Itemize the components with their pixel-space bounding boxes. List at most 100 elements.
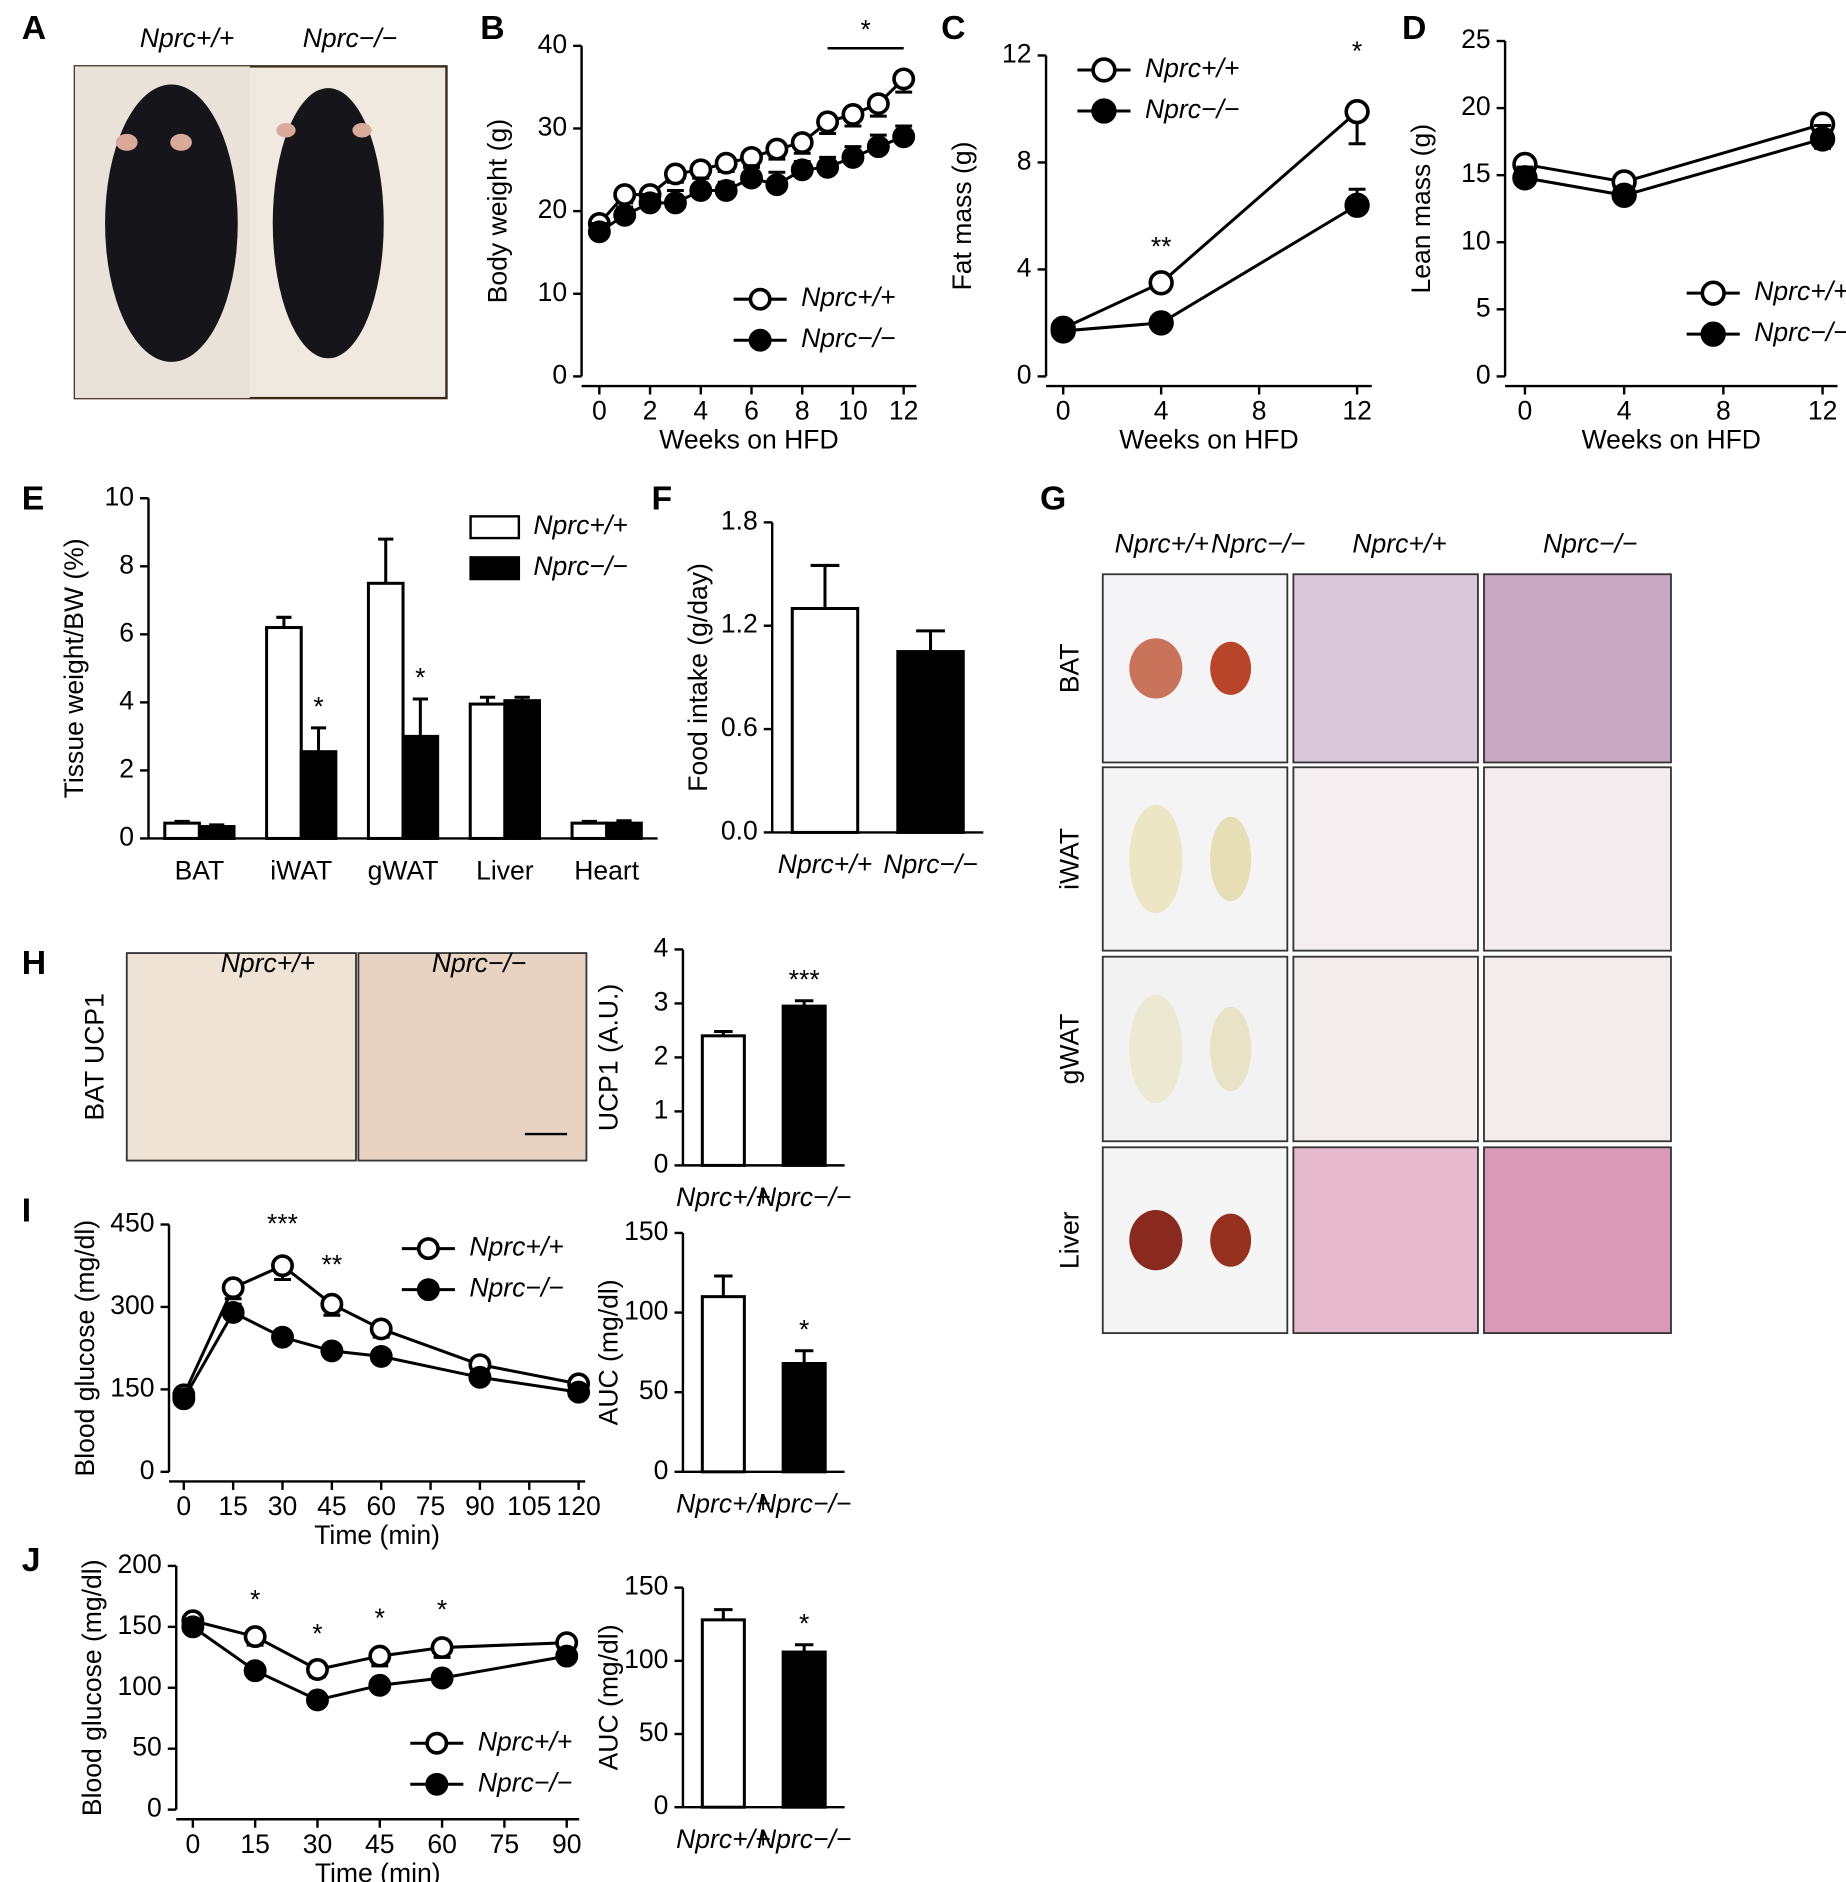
x-tick-label: 105 bbox=[507, 1491, 551, 1521]
legend-label: Nprc−/− bbox=[1754, 317, 1846, 347]
marker bbox=[243, 1625, 267, 1649]
marker bbox=[271, 1254, 294, 1278]
annotation: * bbox=[415, 663, 425, 693]
photo-label: Nprc−/− bbox=[303, 23, 397, 53]
marker bbox=[243, 1659, 267, 1683]
panel-letter: B bbox=[480, 9, 504, 47]
column-label: Nprc+/+ bbox=[1352, 528, 1446, 558]
y-axis-label: Blood glucose (mg/dl) bbox=[77, 1559, 107, 1816]
marker bbox=[1344, 192, 1370, 218]
y-tick-label: 40 bbox=[538, 29, 568, 59]
y-tick-label: 50 bbox=[132, 1732, 162, 1762]
x-tick-label: 4 bbox=[1617, 396, 1632, 426]
x-tick-label: 8 bbox=[1716, 396, 1731, 426]
marker bbox=[689, 179, 713, 202]
marker bbox=[221, 1300, 245, 1324]
marker bbox=[866, 135, 890, 159]
y-tick-label: 200 bbox=[117, 1549, 161, 1579]
x-tick-label: Nprc−/− bbox=[757, 1182, 851, 1212]
y-tick-label: 0 bbox=[654, 1455, 669, 1485]
y-tick-label: 2 bbox=[119, 753, 134, 783]
marker bbox=[689, 158, 713, 182]
x-tick-label: 12 bbox=[1342, 396, 1372, 426]
series-line bbox=[1062, 110, 1359, 330]
marker bbox=[765, 173, 789, 197]
legend-swatch bbox=[469, 515, 521, 540]
panel-letter: F bbox=[652, 480, 673, 518]
ear bbox=[115, 133, 138, 151]
x-tick-label: 75 bbox=[490, 1829, 520, 1859]
marker bbox=[816, 110, 840, 134]
marker bbox=[841, 145, 865, 169]
x-axis-label: Weeks on HFD bbox=[1582, 425, 1761, 455]
marker bbox=[765, 137, 789, 161]
column-label: Nprc−/− bbox=[432, 948, 526, 978]
bar bbox=[781, 1004, 827, 1167]
legend-label: Nprc−/− bbox=[478, 1767, 572, 1797]
panel-letter: A bbox=[22, 9, 46, 47]
y-tick-label: 0 bbox=[119, 821, 134, 851]
marker bbox=[271, 1325, 294, 1349]
legend-marker bbox=[748, 328, 772, 352]
y-tick-label: 8 bbox=[119, 549, 134, 579]
y-tick-label: 3 bbox=[654, 986, 669, 1016]
marker bbox=[892, 125, 916, 149]
x-tick-label: 12 bbox=[889, 396, 919, 426]
y-tick-label: 4 bbox=[119, 685, 134, 715]
micrograph bbox=[357, 952, 588, 1162]
column-label: Nprc+/+ bbox=[221, 948, 315, 978]
x-tick-label: Nprc−/− bbox=[757, 1489, 851, 1519]
x-tick-label: 60 bbox=[366, 1491, 396, 1521]
legend-marker bbox=[425, 1772, 449, 1796]
marker bbox=[790, 158, 814, 182]
marker bbox=[555, 1644, 579, 1668]
micrograph bbox=[1483, 1146, 1672, 1334]
x-tick-label: 90 bbox=[465, 1491, 495, 1521]
x-tick-label: gWAT bbox=[368, 855, 439, 885]
micrograph bbox=[1292, 766, 1479, 952]
y-tick-label: 5 bbox=[1476, 292, 1491, 322]
y-axis-label: Tissue weight/BW (%) bbox=[59, 538, 89, 798]
x-tick-label: iWAT bbox=[270, 855, 332, 885]
panel-letter: I bbox=[22, 1191, 31, 1229]
legend-label: Nprc−/− bbox=[533, 551, 627, 581]
y-tick-label: 10 bbox=[538, 277, 568, 307]
row-label: iWAT bbox=[1054, 828, 1084, 890]
annotation: * bbox=[437, 1594, 447, 1624]
bar bbox=[163, 821, 201, 840]
legend-label: Nprc+/+ bbox=[1145, 53, 1239, 83]
annotation: * bbox=[1352, 36, 1362, 66]
y-tick-label: 10 bbox=[104, 481, 134, 511]
photo-a bbox=[73, 65, 448, 400]
bar bbox=[781, 1362, 827, 1474]
x-tick-label: Nprc+/+ bbox=[676, 1182, 770, 1212]
tissue bbox=[1210, 1006, 1252, 1092]
tissue bbox=[1129, 994, 1183, 1104]
bar bbox=[197, 825, 236, 840]
marker bbox=[816, 155, 840, 179]
error-bar bbox=[714, 1608, 733, 1620]
annotation: * bbox=[375, 1603, 385, 1633]
x-tick-label: Nprc+/+ bbox=[778, 849, 872, 879]
panel-letter: E bbox=[22, 480, 45, 518]
marker bbox=[320, 1292, 344, 1316]
bar bbox=[570, 821, 609, 840]
y-tick-label: 0 bbox=[147, 1793, 162, 1823]
marker bbox=[172, 1387, 196, 1411]
y-tick-label: 300 bbox=[110, 1290, 154, 1320]
photo-label: Nprc+/+ bbox=[140, 23, 234, 53]
legend-label: Nprc−/− bbox=[801, 323, 895, 353]
y-tick-label: 8 bbox=[1017, 145, 1032, 175]
y-axis-label: Blood glucose (mg/dl) bbox=[70, 1220, 100, 1477]
x-tick-label: 2 bbox=[643, 396, 658, 426]
x-tick-label: Nprc−/− bbox=[757, 1824, 851, 1854]
y-tick-label: 150 bbox=[117, 1610, 161, 1640]
marker bbox=[369, 1344, 393, 1368]
marker bbox=[567, 1380, 591, 1404]
x-tick-label: 90 bbox=[552, 1829, 582, 1859]
legend-marker bbox=[1700, 321, 1726, 347]
row-label: Liver bbox=[1054, 1211, 1084, 1269]
y-axis-label: Fat mass (g) bbox=[947, 142, 977, 291]
y-tick-label: 0 bbox=[1017, 359, 1032, 389]
